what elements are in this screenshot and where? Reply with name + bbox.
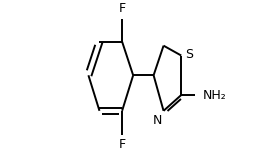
- Text: NH₂: NH₂: [203, 89, 227, 102]
- Text: S: S: [185, 47, 193, 60]
- Text: F: F: [119, 2, 126, 15]
- Text: F: F: [119, 138, 126, 151]
- Text: N: N: [153, 114, 162, 127]
